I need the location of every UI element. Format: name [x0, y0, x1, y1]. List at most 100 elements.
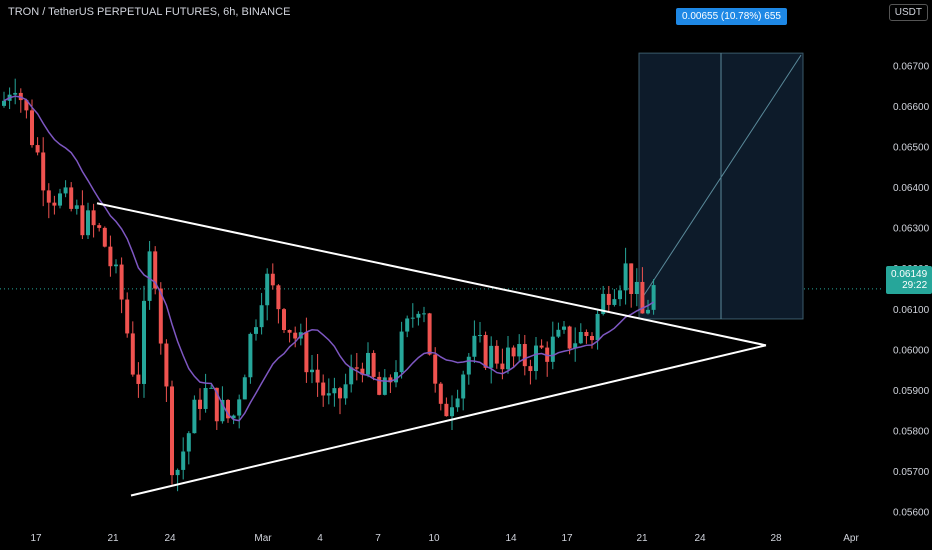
candle-body: [578, 331, 583, 344]
candle-body: [338, 388, 342, 399]
candle-body: [651, 285, 656, 310]
projection-box: [638, 52, 804, 320]
candle-body: [270, 273, 275, 286]
candle-body: [170, 386, 174, 476]
candle-body: [164, 343, 169, 387]
candle-body: [276, 285, 281, 310]
x-tick-label: 17: [561, 533, 573, 544]
candle-body: [455, 398, 460, 408]
candle-body: [158, 288, 163, 344]
upper-trendline: [96, 202, 767, 347]
candle-body: [91, 210, 96, 226]
price-axis: 0.067000.066000.065000.064000.063000.062…: [893, 61, 930, 518]
candle-body: [612, 299, 617, 305]
x-tick-label: 24: [164, 533, 176, 544]
candle-body: [80, 205, 85, 236]
candle-body: [2, 100, 6, 106]
y-tick-label: 0.06500: [893, 142, 930, 153]
candle-body: [332, 388, 337, 394]
candle-body: [35, 145, 40, 153]
candle-body: [377, 376, 382, 395]
candle-body: [461, 374, 466, 399]
candle-body: [186, 433, 191, 452]
candle-body: [254, 327, 258, 334]
currency-button[interactable]: USDT: [888, 4, 928, 21]
candle-body: [293, 332, 298, 339]
x-tick-label: 7: [375, 533, 381, 544]
candle-body: [472, 335, 477, 357]
candle-body: [46, 190, 51, 203]
y-tick-label: 0.06000: [893, 345, 930, 356]
candle-body: [265, 273, 270, 306]
candle-body: [108, 246, 113, 267]
candle-body: [203, 387, 208, 409]
y-tick-label: 0.06600: [893, 102, 930, 113]
candle-body: [606, 293, 611, 305]
candles: [2, 78, 656, 492]
candle-body: [231, 415, 236, 419]
candle-body: [304, 332, 309, 373]
countdown: 29:22: [902, 280, 928, 291]
candle-body: [209, 387, 214, 389]
last-price-label: 0.06149 29:22: [886, 266, 932, 294]
candle-body: [237, 399, 242, 416]
x-tick-label: 24: [694, 533, 706, 544]
candle-body: [343, 384, 348, 399]
candle-body: [550, 336, 555, 362]
candle-body: [382, 377, 387, 395]
candle-body: [410, 317, 415, 319]
candle-body: [349, 367, 354, 385]
candle-body: [371, 352, 376, 377]
candle-body: [556, 329, 561, 337]
candle-body: [511, 347, 516, 357]
candle-body: [360, 368, 365, 375]
candle-body: [489, 345, 494, 368]
candle-body: [528, 366, 533, 372]
candle-body: [522, 344, 527, 367]
candle-body: [444, 403, 449, 417]
candle-body: [52, 202, 57, 206]
candle-body: [102, 227, 107, 247]
candle-body: [590, 336, 594, 341]
candle-body: [450, 407, 454, 417]
candle-body: [500, 363, 505, 370]
candle-body: [41, 152, 46, 191]
candle-body: [517, 344, 522, 357]
x-tick-label: 17: [30, 533, 42, 544]
candle-body: [584, 331, 589, 337]
candle-body: [573, 343, 578, 349]
candle-body: [506, 347, 510, 370]
candle-body: [259, 305, 264, 328]
candle-body: [601, 293, 606, 314]
candle-body: [287, 330, 292, 333]
candle-body: [86, 210, 90, 236]
candle-body: [63, 187, 68, 194]
candle-body: [394, 372, 398, 383]
x-tick-label: 21: [636, 533, 648, 544]
candle-body: [69, 187, 74, 209]
candle-body: [422, 313, 426, 315]
candle-body: [147, 251, 152, 301]
candle-body: [539, 345, 544, 348]
y-tick-label: 0.06400: [893, 183, 930, 194]
candle-body: [438, 383, 443, 404]
candle-body: [192, 399, 197, 434]
candle-body: [58, 193, 62, 206]
y-tick-label: 0.06100: [893, 305, 930, 316]
candle-body: [466, 356, 471, 375]
x-tick-label: 10: [428, 533, 440, 544]
candle-body: [646, 309, 650, 314]
candle-body: [629, 263, 634, 295]
candle-body: [74, 205, 79, 209]
measure-label: 0.00655 (10.78%) 655: [676, 8, 787, 25]
y-tick-label: 0.05800: [893, 427, 930, 438]
candle-body: [623, 263, 628, 291]
candle-body: [175, 469, 180, 476]
x-tick-label: 21: [107, 533, 119, 544]
candle-body: [142, 300, 146, 384]
candle-body: [433, 354, 438, 384]
candle-body: [567, 326, 572, 349]
candle-body: [130, 333, 135, 375]
candle-body: [315, 369, 320, 383]
